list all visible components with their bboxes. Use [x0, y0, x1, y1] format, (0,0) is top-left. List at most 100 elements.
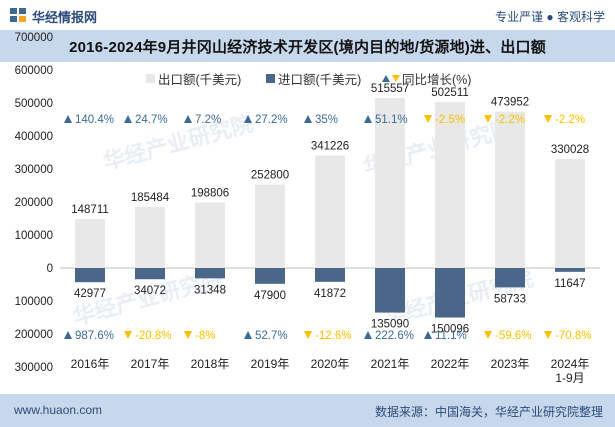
- x-category-label: 2024年 1-9月: [551, 357, 590, 385]
- y-tick-label: 300000: [15, 164, 53, 176]
- export-bar: [555, 159, 585, 268]
- top-bar: 华经情报网 专业严谨 ● 客观科学: [0, 0, 615, 30]
- import-growth-down-icon: [304, 331, 312, 339]
- watermark-0: 华经产业研究院: [100, 111, 255, 175]
- import-value-label: 34072: [134, 285, 166, 297]
- import-growth-label: 987.6%: [75, 330, 114, 342]
- chart-title: 2016-2024年9月井冈山经济技术开发区(境内目的地/货源地)进、出口额: [69, 38, 546, 56]
- export-growth-up-icon: [364, 115, 372, 123]
- export-growth-label: 24.7%: [135, 114, 168, 126]
- export-growth-label: 51.1%: [375, 114, 408, 126]
- legend-growth: 同比增长(%): [382, 69, 471, 88]
- export-growth-label: 140.4%: [75, 114, 114, 126]
- export-value-label: 148711: [71, 204, 109, 216]
- import-value-label: 31348: [194, 284, 226, 296]
- export-value-label: 330028: [551, 144, 589, 156]
- export-value-label: 473952: [491, 97, 529, 109]
- y-tick-label: 100000: [15, 230, 53, 242]
- brand-name: 华经情报网: [32, 10, 98, 25]
- import-growth-up-icon: [244, 331, 252, 339]
- y-tick-label: 700000: [15, 32, 53, 44]
- brand-tagline: 专业严谨 ● 客观科学: [495, 10, 605, 24]
- import-value-label: 135090: [371, 319, 409, 331]
- x-category-label: 2018年: [191, 357, 230, 371]
- footer-source: 数据来源：中国海关，华经产业研究院整理: [374, 405, 603, 419]
- export-value-label: 515557: [371, 83, 409, 95]
- import-growth-label: -12.6%: [315, 330, 351, 342]
- export-growth-down-icon: [544, 115, 552, 123]
- export-bar: [375, 97, 405, 269]
- footer-url[interactable]: www.huaon.com: [14, 403, 103, 417]
- y-tick-label: 300000: [15, 362, 53, 374]
- import-growth-label: -59.6%: [495, 330, 531, 342]
- import-growth-label: -8%: [195, 330, 215, 342]
- export-growth-down-icon: [484, 115, 492, 123]
- export-growth-label: -2.5%: [435, 114, 465, 126]
- export-bar: [195, 202, 225, 268]
- import-growth-up-icon: [364, 331, 372, 339]
- export-growth-label: 27.2%: [255, 114, 288, 126]
- export-bar: [255, 184, 285, 268]
- huajing-logo-icon: [10, 8, 26, 22]
- export-value-label: 198806: [191, 187, 229, 199]
- y-tick-label: 0: [47, 263, 53, 275]
- import-growth-down-icon: [124, 331, 132, 339]
- export-value-label: 341226: [311, 140, 349, 152]
- export-value-label: 185484: [131, 192, 170, 204]
- legend-growth-down-icon: [392, 75, 400, 82]
- x-category-label: 2017年: [131, 357, 170, 371]
- import-bar: [195, 268, 225, 279]
- import-bar: [315, 268, 345, 282]
- export-growth-label: 35%: [315, 114, 338, 126]
- import-growth-up-icon: [64, 331, 72, 339]
- import-growth-label: 222.6%: [375, 330, 414, 342]
- import-bar: [555, 268, 585, 272]
- import-value-label: 42977: [74, 288, 106, 300]
- x-category-label: 2020年: [311, 357, 350, 371]
- y-tick-label: 200000: [15, 329, 53, 341]
- import-bar: [495, 268, 525, 288]
- export-growth-label: -2.2%: [555, 114, 585, 126]
- x-category-label: 2019年: [251, 357, 290, 371]
- export-bar: [495, 111, 525, 268]
- legend-export-swatch: [146, 74, 155, 83]
- export-growth-up-icon: [184, 115, 192, 123]
- export-bar: [315, 155, 345, 268]
- import-growth-label: 11.1%: [435, 330, 467, 342]
- import-value-label: 150096: [431, 324, 469, 336]
- import-bar: [435, 268, 465, 318]
- export-growth-label: -2.2%: [495, 114, 525, 126]
- x-category-label: 2021年: [371, 357, 410, 371]
- export-bar: [75, 218, 105, 268]
- export-bar: [435, 102, 465, 268]
- legend-export-label: 出口额(千美元): [158, 73, 242, 87]
- export-growth-up-icon: [304, 115, 312, 123]
- import-growth-down-icon: [184, 331, 192, 339]
- import-bar: [135, 268, 165, 280]
- x-category-label: 2023年: [491, 357, 530, 371]
- export-growth-up-icon: [124, 115, 132, 123]
- y-tick-label: 500000: [15, 98, 53, 110]
- import-growth-down-icon: [484, 331, 492, 339]
- export-value-label: 502511: [431, 87, 469, 99]
- import-growth-label: 52.7%: [255, 330, 288, 342]
- import-growth-up-icon: [424, 331, 432, 339]
- import-value-label: 58733: [494, 293, 526, 305]
- export-growth-up-icon: [244, 115, 252, 123]
- import-bar: [75, 268, 105, 283]
- import-bar: [375, 268, 405, 313]
- legend-import-label: 进口额(千美元): [278, 73, 362, 87]
- legend-import-swatch: [266, 74, 275, 83]
- legend-growth-label: 同比增长(%): [402, 73, 472, 87]
- export-growth-label: 7.2%: [195, 114, 221, 126]
- footer: www.huaon.com 数据来源：中国海关，华经产业研究院整理: [0, 394, 615, 427]
- y-tick-label: 100000: [15, 296, 53, 308]
- export-growth-up-icon: [64, 115, 72, 123]
- legend-growth-up-icon: [382, 75, 390, 82]
- y-tick-label: 400000: [15, 131, 53, 143]
- x-category-label: 2022年: [431, 357, 470, 371]
- import-growth-label: -70.8%: [555, 330, 591, 342]
- export-growth-down-icon: [424, 115, 432, 123]
- legend: 出口额(千美元) 进口额(千美元) 同比增长(%): [0, 69, 615, 87]
